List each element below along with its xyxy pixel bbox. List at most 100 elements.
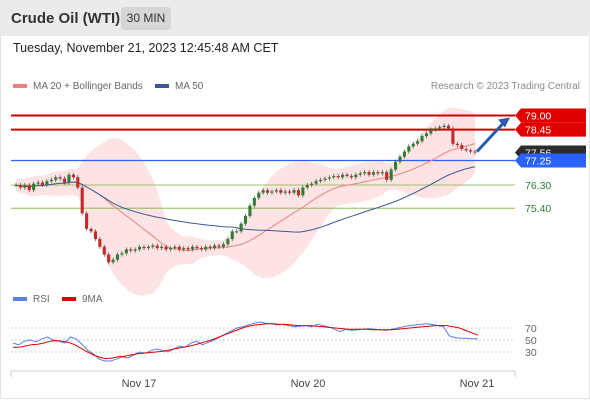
candle-body	[177, 246, 181, 250]
candle-body	[455, 143, 459, 146]
candle-body	[318, 179, 323, 182]
candle-body	[204, 246, 208, 250]
candle-body	[323, 178, 327, 180]
candle-body	[446, 125, 451, 129]
candle-body	[424, 133, 428, 137]
ma20-legend-label: MA 20 + Bollinger Bands	[33, 81, 143, 92]
rsi-legend: RSI	[13, 294, 50, 305]
x-tick-label: Nov 17	[122, 378, 157, 390]
candle-body	[438, 127, 442, 129]
candle-body	[213, 245, 217, 249]
rsi-swatch	[13, 297, 27, 302]
candle-body	[54, 177, 58, 180]
chart-header: Crude Oil (WTI) 30 MIN	[0, 0, 590, 36]
bollinger-band	[16, 108, 475, 296]
candle-body	[195, 246, 199, 249]
candle-body	[358, 173, 362, 175]
candle-body	[129, 249, 133, 251]
candle-body	[186, 248, 190, 250]
instrument-title: Crude Oil (WTI)	[11, 10, 121, 27]
candle-body	[138, 246, 142, 250]
candle-body	[442, 125, 446, 128]
candle-body	[473, 151, 477, 153]
candle-body	[115, 254, 120, 260]
rsi-ma-line	[13, 323, 479, 360]
candle-body	[76, 177, 80, 188]
candle-body	[89, 228, 93, 232]
candle-body	[288, 191, 292, 193]
candle-body	[451, 128, 455, 144]
candle-body	[270, 191, 274, 193]
candle-body	[349, 175, 353, 178]
ma50-legend-label: MA 50	[175, 81, 204, 92]
timeframe-badge[interactable]: 30 MIN	[121, 7, 171, 30]
price-label-3: 77.25	[525, 156, 551, 168]
rsi-ma-legend: 9MA	[62, 294, 103, 305]
candle-body	[389, 169, 393, 180]
price-label-1: 78.45	[525, 125, 551, 137]
candle-body	[336, 175, 340, 178]
candle-body	[208, 246, 212, 249]
candle-body	[239, 223, 243, 232]
rsi-level-label-2: 30	[525, 347, 537, 359]
price-label-5: 75.40	[525, 203, 551, 215]
candle-body	[107, 254, 111, 263]
candle-body	[173, 246, 177, 249]
price-label-0: 79.00	[525, 110, 551, 122]
candle-body	[226, 239, 230, 245]
candle-body	[120, 253, 124, 255]
candle-body	[221, 244, 225, 247]
candle-body	[292, 190, 296, 193]
candle-body	[283, 191, 287, 193]
ma20-swatch	[13, 84, 27, 89]
candle-body	[398, 156, 402, 162]
candle-body	[58, 177, 62, 179]
candle-body	[354, 174, 358, 178]
candle-body	[142, 246, 146, 249]
forecast-arrowhead	[498, 117, 510, 128]
candle-body	[199, 248, 203, 250]
candle-body	[266, 190, 270, 193]
candle-body	[261, 190, 265, 193]
candle-body	[380, 172, 384, 174]
candle-body	[314, 181, 318, 184]
candle-body	[274, 190, 278, 192]
candle-body	[36, 182, 40, 184]
price-label-4: 76.30	[525, 180, 551, 192]
ma50-legend: MA 50	[155, 81, 203, 92]
price-label-bg-1	[515, 122, 586, 137]
timestamp-label: Tuesday, November 21, 2023 12:45:48 AM C…	[13, 41, 279, 55]
candle-body	[40, 182, 45, 185]
candle-body	[248, 205, 252, 216]
candle-body	[411, 143, 415, 147]
candle-body	[301, 187, 305, 196]
candle-body	[80, 187, 84, 214]
ma50-swatch	[155, 84, 169, 89]
candle-body	[164, 246, 168, 250]
candle-body	[385, 172, 389, 180]
price-label-bg-3	[515, 153, 586, 168]
candle-body	[407, 146, 411, 152]
candle-body	[146, 246, 150, 249]
candle-body	[45, 181, 49, 185]
candle-body	[93, 231, 97, 240]
candle-body	[371, 172, 376, 175]
candle-body	[111, 259, 115, 263]
candle-body	[327, 177, 331, 179]
candle-body	[27, 185, 31, 191]
x-tick-label: Nov 20	[291, 378, 326, 390]
candle-body	[182, 248, 186, 250]
rsi-level-label-0: 70	[525, 323, 537, 335]
candle-body	[376, 172, 380, 174]
candle-body	[235, 231, 239, 233]
candle-body	[429, 129, 433, 134]
candle-body	[394, 161, 398, 170]
rsi-line	[12, 321, 478, 362]
rsi-legend-label: RSI	[33, 294, 50, 305]
candle-body	[49, 179, 53, 182]
candle-body	[217, 245, 221, 247]
candle-body	[469, 150, 473, 152]
candle-body	[98, 239, 102, 247]
x-tick-label: Nov 21	[460, 378, 495, 390]
